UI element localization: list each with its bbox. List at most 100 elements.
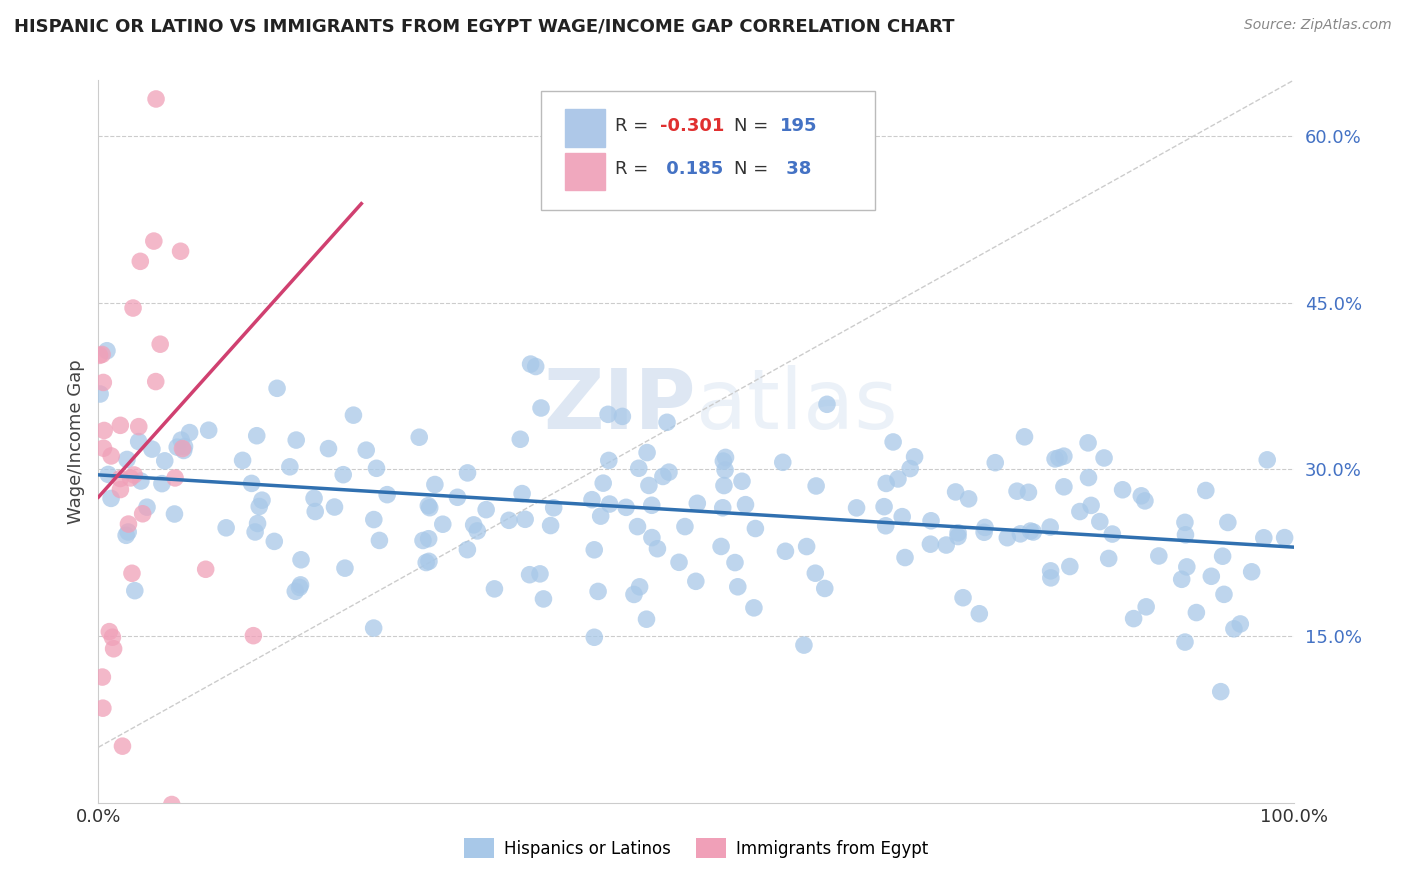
Point (115, 452, 138, 467)
Point (101, 630, 124, 644)
Point (519, 567, 541, 582)
Point (1010, 527, 1032, 541)
Point (731, 475, 754, 489)
Point (903, 450, 925, 464)
Point (1053, 480, 1076, 494)
Point (920, 537, 942, 551)
Point (658, 465, 681, 479)
Point (120, 471, 142, 485)
Point (804, 479, 827, 493)
Point (129, 254, 152, 268)
Point (246, 516, 269, 531)
Point (882, 434, 904, 449)
Point (163, 507, 186, 521)
Point (128, 419, 150, 434)
Point (973, 525, 995, 540)
Point (128, 434, 150, 449)
Point (89, 348, 111, 362)
Point (686, 496, 709, 510)
Point (97, 467, 120, 482)
Point (804, 566, 827, 581)
Point (710, 540, 733, 554)
Point (711, 454, 734, 468)
Point (243, 524, 266, 539)
Point (1212, 549, 1234, 564)
Point (415, 556, 437, 570)
Point (194, 562, 217, 576)
Point (131, 507, 153, 521)
Point (366, 461, 388, 475)
Point (714, 450, 737, 465)
Point (984, 456, 1007, 470)
Point (596, 408, 619, 422)
Point (145, 92, 167, 106)
Point (363, 621, 385, 635)
Text: -0.301: -0.301 (661, 117, 724, 135)
Point (117, 524, 139, 539)
Point (583, 630, 606, 644)
Point (995, 531, 1018, 545)
Point (974, 520, 997, 534)
Point (418, 554, 440, 568)
Point (935, 538, 957, 552)
Point (432, 517, 454, 532)
Point (1053, 449, 1076, 463)
Y-axis label: Wage/Income Gap: Wage/Income Gap (66, 359, 84, 524)
Legend: Hispanics or Latinos, Immigrants from Egypt: Hispanics or Latinos, Immigrants from Eg… (456, 830, 936, 867)
Point (247, 500, 270, 514)
Point (1080, 499, 1102, 513)
Point (734, 498, 756, 512)
Text: N =: N = (734, 161, 775, 178)
Point (172, 442, 194, 456)
Point (96, 29, 118, 44)
Point (110, 418, 132, 433)
Point (1059, 559, 1081, 574)
Point (641, 498, 664, 512)
Point (713, 478, 735, 492)
Point (636, 445, 658, 459)
Point (651, 469, 673, 483)
Point (510, 486, 533, 500)
Text: Source: ZipAtlas.com: Source: ZipAtlas.com (1244, 18, 1392, 32)
Point (543, 500, 565, 515)
Point (1135, 599, 1157, 614)
Point (1174, 635, 1197, 649)
Point (111, 739, 134, 753)
Point (875, 476, 897, 491)
Point (1240, 565, 1263, 579)
Point (423, 477, 446, 491)
Point (179, 425, 201, 440)
Point (122, 467, 145, 482)
Point (952, 591, 974, 605)
Point (93, 424, 115, 438)
Point (110, 483, 132, 497)
Point (284, 584, 307, 599)
Point (240, 476, 263, 491)
Point (1039, 520, 1062, 534)
Point (160, 797, 183, 812)
Point (1047, 450, 1070, 465)
Point (1092, 450, 1115, 465)
Point (166, 440, 188, 454)
Point (1195, 483, 1218, 498)
Text: atlas: atlas (696, 365, 897, 446)
Text: HISPANIC OR LATINO VS IMMIGRANTS FROM EGYPT WAGE/INCOME GAP CORRELATION CHART: HISPANIC OR LATINO VS IMMIGRANTS FROM EG… (14, 18, 955, 36)
Point (332, 467, 354, 482)
Point (647, 541, 669, 556)
Point (626, 519, 648, 533)
Point (285, 433, 308, 447)
Point (117, 517, 139, 532)
Point (533, 591, 555, 606)
Point (96, 343, 118, 358)
Point (173, 443, 195, 458)
Point (727, 580, 749, 594)
Point (1201, 569, 1223, 583)
Point (475, 502, 498, 516)
Text: 38: 38 (780, 161, 811, 178)
Point (121, 566, 143, 581)
Point (418, 499, 440, 513)
Point (524, 359, 547, 374)
Point (946, 525, 969, 540)
Point (110, 471, 132, 485)
Point (612, 409, 634, 424)
